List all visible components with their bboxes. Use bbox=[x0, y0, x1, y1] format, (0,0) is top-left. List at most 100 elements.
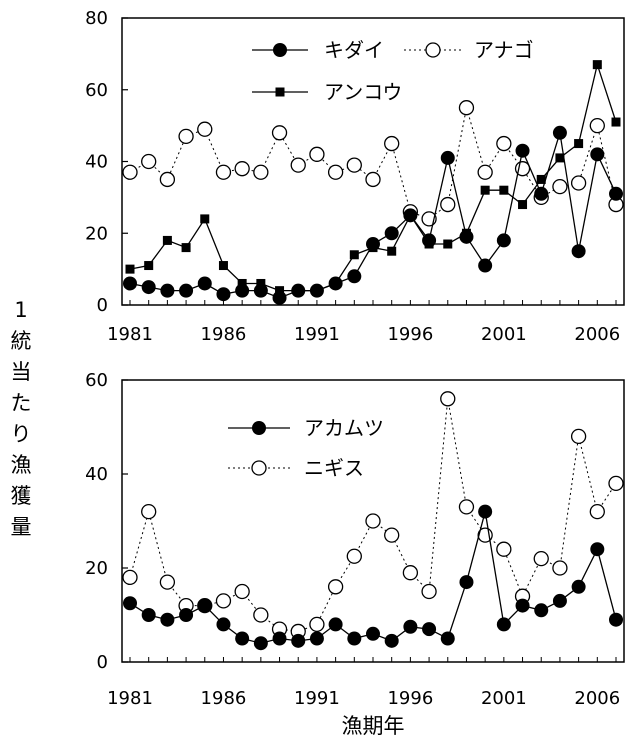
data-point bbox=[290, 157, 306, 173]
data-point bbox=[589, 117, 605, 134]
data-point bbox=[215, 164, 232, 180]
data-point bbox=[256, 278, 266, 288]
data-point bbox=[200, 214, 210, 224]
data-point bbox=[144, 261, 154, 271]
y-axis-label-char: 当 bbox=[10, 360, 32, 384]
data-point bbox=[552, 560, 568, 576]
x-tick-label: 2001 bbox=[481, 688, 527, 709]
data-point bbox=[458, 499, 475, 515]
data-point bbox=[440, 631, 455, 646]
data-point bbox=[122, 164, 138, 180]
y-axis-label-char: 1 bbox=[14, 298, 28, 322]
legend-marker bbox=[275, 87, 285, 97]
y-tick-label: 20 bbox=[85, 558, 108, 579]
data-point bbox=[234, 583, 250, 600]
data-point bbox=[179, 283, 194, 298]
data-point bbox=[403, 619, 418, 634]
legend-label: アンコウ bbox=[324, 80, 402, 104]
data-point bbox=[405, 210, 415, 220]
data-point bbox=[141, 153, 157, 170]
data-point bbox=[387, 246, 397, 256]
data-point bbox=[197, 121, 213, 137]
data-point bbox=[197, 276, 212, 291]
x-axis-label: 漁期年 bbox=[342, 714, 405, 738]
legend-label: ニギス bbox=[304, 456, 364, 480]
x-tick-label: 1991 bbox=[294, 688, 340, 709]
series-line bbox=[129, 511, 617, 644]
data-point bbox=[159, 574, 176, 590]
data-point bbox=[368, 243, 378, 253]
y-axis-label-char: 統 bbox=[10, 329, 32, 353]
y-axis-label-char: 漁 bbox=[10, 453, 32, 477]
data-point bbox=[478, 258, 493, 273]
y-tick-label: 0 bbox=[97, 652, 108, 673]
data-point bbox=[328, 617, 343, 632]
data-point bbox=[216, 617, 231, 632]
legend-label: アナゴ bbox=[474, 38, 534, 62]
data-point bbox=[181, 243, 191, 253]
data-point bbox=[570, 428, 587, 445]
data-point bbox=[515, 598, 530, 613]
data-point bbox=[271, 125, 288, 141]
data-point bbox=[346, 548, 362, 564]
data-point bbox=[422, 622, 437, 637]
data-point bbox=[123, 276, 137, 291]
data-point bbox=[291, 633, 306, 648]
data-point bbox=[589, 503, 605, 520]
data-point bbox=[160, 612, 175, 627]
y-tick-label: 0 bbox=[97, 295, 108, 316]
data-point bbox=[552, 593, 567, 608]
data-point bbox=[477, 164, 493, 180]
data-point bbox=[122, 569, 138, 586]
data-point bbox=[496, 233, 511, 248]
data-point bbox=[253, 164, 269, 180]
data-point bbox=[496, 135, 512, 152]
data-point bbox=[384, 633, 399, 648]
data-point bbox=[272, 631, 287, 646]
data-point bbox=[366, 626, 380, 641]
y-axis-label-char: 量 bbox=[10, 515, 32, 539]
data-point bbox=[571, 244, 586, 259]
data-point bbox=[141, 503, 157, 520]
data-point bbox=[443, 239, 453, 249]
data-point bbox=[327, 579, 344, 595]
data-point bbox=[234, 161, 250, 177]
data-point bbox=[496, 541, 512, 557]
data-point bbox=[574, 139, 584, 149]
data-point bbox=[592, 60, 602, 70]
data-point bbox=[440, 196, 456, 213]
data-point bbox=[421, 583, 437, 600]
data-point bbox=[125, 264, 135, 274]
data-point bbox=[349, 250, 359, 260]
data-point bbox=[384, 527, 400, 543]
data-point bbox=[384, 226, 399, 241]
legend-label: キダイ bbox=[324, 38, 384, 62]
data-point bbox=[160, 283, 175, 298]
data-point bbox=[402, 565, 419, 581]
data-point bbox=[159, 171, 176, 188]
y-tick-label: 40 bbox=[85, 464, 108, 485]
data-point bbox=[609, 612, 623, 627]
data-point bbox=[365, 513, 381, 529]
x-tick-label: 1986 bbox=[201, 688, 247, 709]
data-point bbox=[440, 391, 456, 407]
data-point bbox=[590, 147, 605, 162]
data-point bbox=[347, 269, 362, 284]
y-tick-label: 40 bbox=[85, 152, 108, 173]
data-point bbox=[518, 200, 528, 210]
data-point bbox=[611, 117, 621, 127]
x-tick-label: 2001 bbox=[481, 324, 527, 345]
data-point bbox=[331, 278, 341, 288]
data-point bbox=[365, 171, 381, 188]
x-tick-label: 1986 bbox=[201, 324, 247, 345]
data-point bbox=[178, 128, 194, 145]
data-point bbox=[293, 286, 303, 296]
data-point bbox=[309, 146, 325, 162]
data-point bbox=[309, 616, 325, 633]
data-point bbox=[458, 100, 475, 116]
data-point bbox=[216, 287, 231, 302]
data-point bbox=[590, 542, 605, 557]
data-point bbox=[162, 235, 172, 245]
data-point bbox=[440, 150, 455, 165]
